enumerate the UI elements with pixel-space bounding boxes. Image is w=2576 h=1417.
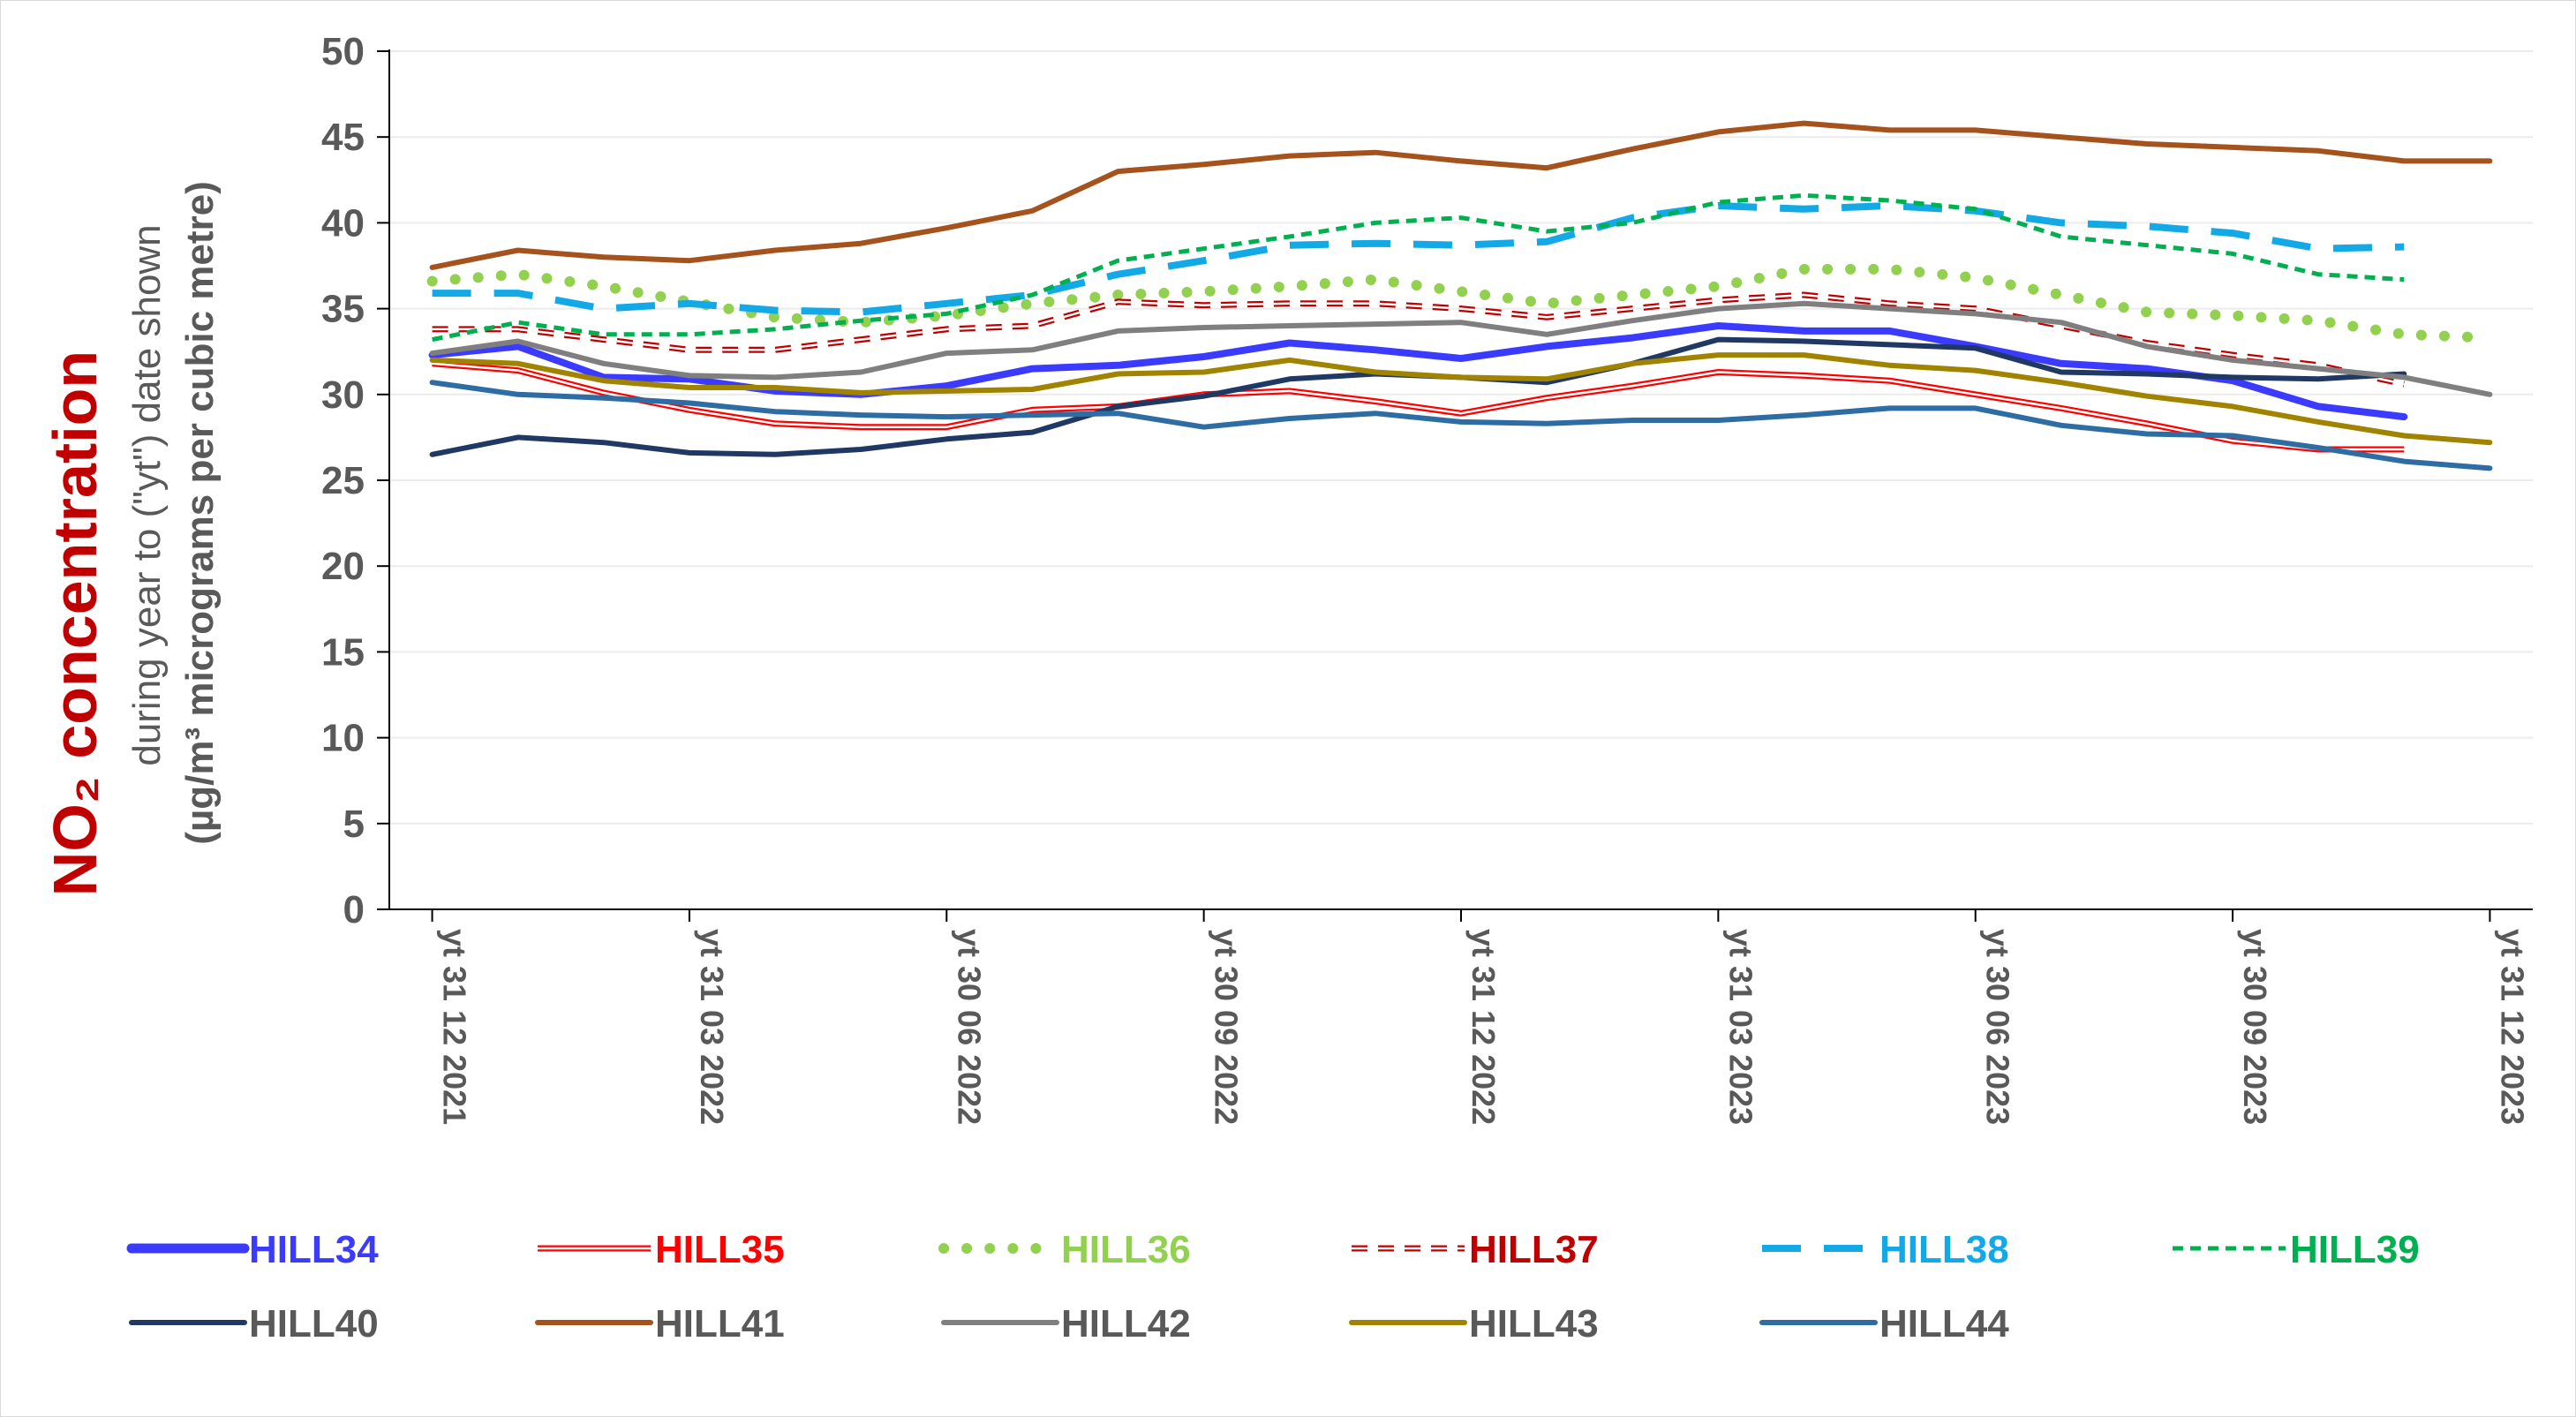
x-tick-label: yt 30 06 2023 [1980, 929, 2016, 1125]
series-hill44 [429, 380, 2493, 471]
series-line [429, 120, 2493, 270]
series-line [426, 263, 2496, 343]
series-line [429, 352, 2493, 446]
series-hill43 [429, 352, 2493, 446]
legend-label: HILL43 [1469, 1302, 1599, 1345]
axes [377, 49, 2533, 922]
legend-item-hill41: HILL41 [535, 1302, 785, 1345]
legend-item-hill38: HILL38 [1762, 1228, 2009, 1271]
y-tick-label: 0 [343, 888, 365, 931]
legend-item-hill42: HILL42 [941, 1302, 1191, 1345]
x-tick-label: yt 30 09 2023 [2237, 929, 2273, 1125]
y-tick-label: 30 [321, 373, 365, 417]
y-axis-title-line3: (µg/m³ micrograms per cubic metre) [178, 181, 222, 845]
x-tick-label: yt 31 12 2021 [437, 929, 473, 1125]
legend-item-hill37: HILL37 [1352, 1228, 1599, 1271]
legend-label: HILL34 [249, 1228, 379, 1271]
series-hill42 [429, 300, 2493, 397]
y-tick-label: 15 [321, 630, 365, 674]
legend-item-hill43: HILL43 [1349, 1302, 1599, 1345]
series-line [429, 300, 2493, 397]
x-tick-label: yt 31 03 2022 [694, 929, 730, 1125]
series-line [429, 380, 2493, 471]
series-line [432, 202, 2405, 316]
y-tick-label: 40 [321, 201, 365, 245]
legend-label: HILL41 [655, 1302, 785, 1345]
x-tick-label: yt 31 12 2023 [2494, 929, 2530, 1125]
y-tick-label: 25 [321, 459, 365, 502]
legend-label: HILL42 [1061, 1302, 1191, 1345]
series-hill38 [432, 202, 2405, 316]
series-line [432, 192, 2405, 343]
x-tick-label: yt 31 03 2023 [1722, 929, 1759, 1125]
legend-label: HILL37 [1469, 1228, 1599, 1271]
legend-label: HILL39 [2290, 1228, 2420, 1271]
x-tick-label: yt 30 09 2022 [1209, 929, 1245, 1125]
y-tick-labels: 0 5 10 15 20 25 30 35 40 45 50 [321, 30, 365, 931]
legend-item-hill39: HILL39 [2173, 1228, 2420, 1271]
y-tick-label: 35 [321, 288, 365, 331]
y-tick-label: 10 [321, 717, 365, 760]
series-hill36 [426, 263, 2496, 343]
y-axis-title: NO₂ concentration during year to ("yt") … [41, 181, 222, 896]
x-tick-label: yt 31 12 2022 [1465, 929, 1502, 1125]
legend-item-hill35: HILL35 [538, 1228, 785, 1271]
y-tick-label: 20 [321, 545, 365, 588]
x-tick-label: yt 30 06 2022 [951, 929, 987, 1125]
y-axis-title-main: NO₂ concentration [41, 350, 109, 896]
series-hill35 [432, 360, 2405, 453]
legend-item-hill34: HILL34 [126, 1228, 379, 1271]
series-hill39 [432, 192, 2405, 343]
y-tick-label: 45 [321, 116, 365, 159]
y-axis-title-line2: during year to ("yt") date shown [125, 224, 169, 765]
legend-item-hill44: HILL44 [1759, 1302, 2009, 1345]
legend-label: HILL40 [249, 1302, 379, 1345]
legend-label: HILL35 [655, 1228, 785, 1271]
legend-label: HILL38 [1879, 1228, 2009, 1271]
series-lines [426, 120, 2496, 471]
series-hill41 [429, 120, 2493, 270]
y-tick-label: 5 [343, 803, 365, 846]
series-line-inner [432, 362, 2405, 451]
legend: HILL34 HILL35 HILL36 HILL37 HILL38 HILL39 HILL… [126, 1228, 2420, 1345]
y-tick-label: 50 [321, 30, 365, 73]
legend-label: HILL44 [1879, 1302, 2009, 1345]
legend-label: HILL36 [1061, 1228, 1191, 1271]
x-tick-labels: yt 31 12 2021 yt 31 03 2022 yt 30 06 2022 y… [437, 929, 2531, 1125]
legend-item-hill40: HILL40 [129, 1302, 379, 1345]
legend-item-hill36: HILL36 [938, 1228, 1191, 1271]
